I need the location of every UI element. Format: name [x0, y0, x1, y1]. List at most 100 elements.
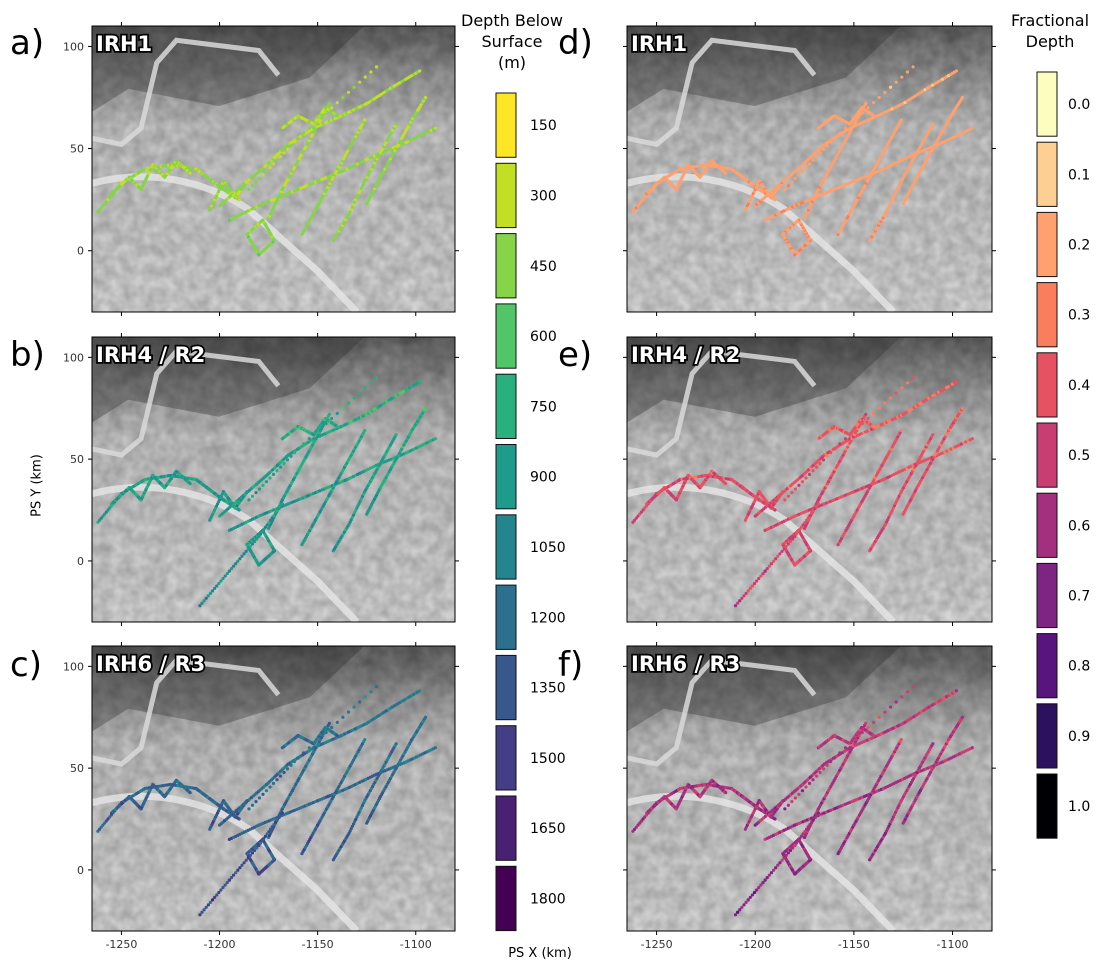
panel-e: IRH4 / R2 [623, 333, 996, 626]
data-point [838, 751, 842, 755]
data-point [804, 785, 808, 789]
data-point [225, 571, 229, 576]
data-point [255, 846, 259, 850]
data-point [736, 601, 740, 605]
data-point [260, 839, 264, 843]
data-point [213, 586, 217, 591]
data-point [773, 198, 777, 202]
data-point [954, 380, 959, 384]
data-point [778, 552, 782, 556]
data-point [738, 599, 742, 603]
data-point [257, 843, 261, 848]
data-point [418, 689, 422, 693]
data-point [292, 140, 297, 144]
data-point [798, 527, 802, 532]
data-point [247, 498, 251, 502]
data-point [335, 733, 339, 738]
data-point [811, 469, 815, 473]
data-point [894, 391, 898, 395]
data-point [188, 481, 192, 486]
data-point [231, 564, 236, 568]
data-point [278, 154, 283, 159]
data-point [423, 715, 428, 719]
data-point [790, 537, 795, 541]
data-point [289, 144, 293, 148]
data-point [268, 827, 273, 831]
data-point [240, 554, 244, 558]
data-point [280, 502, 284, 506]
data-point [248, 853, 252, 857]
data-point [254, 180, 258, 184]
data-point [231, 873, 236, 877]
data-point [204, 596, 208, 600]
data-point [260, 530, 264, 534]
data-point [275, 158, 279, 162]
data-point [784, 544, 788, 548]
data-point [262, 527, 266, 532]
mountain-shadow [92, 26, 365, 112]
data-point [821, 458, 826, 462]
data-point [765, 567, 769, 571]
data-point [866, 725, 870, 730]
data-point [374, 376, 379, 380]
data-point [307, 126, 311, 130]
data-point [900, 695, 904, 699]
data-point [247, 807, 251, 811]
data-point [811, 509, 815, 513]
data-point [213, 895, 217, 900]
data-point [832, 447, 836, 451]
data-point [206, 903, 210, 907]
data-point [296, 136, 300, 140]
data-point [221, 576, 225, 581]
data-point [793, 872, 797, 876]
data-point [257, 563, 261, 567]
data-point [369, 70, 373, 74]
data-point [234, 562, 238, 566]
data-point [223, 574, 227, 578]
data-point [433, 746, 437, 750]
data-point [268, 518, 273, 522]
data-point [363, 429, 367, 433]
data-point [821, 147, 826, 151]
data-point [225, 880, 229, 885]
data-point [258, 841, 263, 845]
data-point [254, 799, 258, 804]
panel-name-label: IRH4 / R2 [631, 343, 740, 367]
data-point [894, 80, 898, 84]
data-point [327, 102, 332, 106]
data-point [265, 832, 269, 836]
data-point [970, 126, 974, 130]
data-point [302, 751, 306, 755]
data-point [872, 411, 876, 415]
data-point [245, 490, 249, 494]
data-point [394, 122, 398, 126]
data-point [217, 890, 221, 895]
data-point [814, 465, 819, 469]
data-point [271, 781, 276, 786]
data-point [793, 487, 798, 491]
data-point [237, 198, 241, 202]
data-point [242, 552, 246, 556]
data-point [279, 813, 283, 817]
data-point [200, 910, 204, 914]
data-point [363, 738, 367, 742]
data-point [418, 69, 422, 73]
data-point [257, 796, 262, 800]
data-point [198, 913, 202, 917]
data-point [358, 391, 362, 395]
data-point [810, 511, 814, 515]
data-point [815, 504, 819, 508]
data-point [813, 506, 817, 511]
data-point [771, 559, 776, 563]
data-point [804, 476, 808, 480]
data-point [221, 885, 225, 890]
data-point [838, 442, 842, 446]
ridge-band [92, 657, 281, 767]
panel-frame [626, 336, 993, 623]
data-point [433, 437, 437, 441]
data-point [272, 513, 276, 518]
data-point [877, 406, 881, 410]
data-point [335, 114, 339, 118]
data-point [888, 396, 893, 400]
data-point [872, 720, 876, 724]
